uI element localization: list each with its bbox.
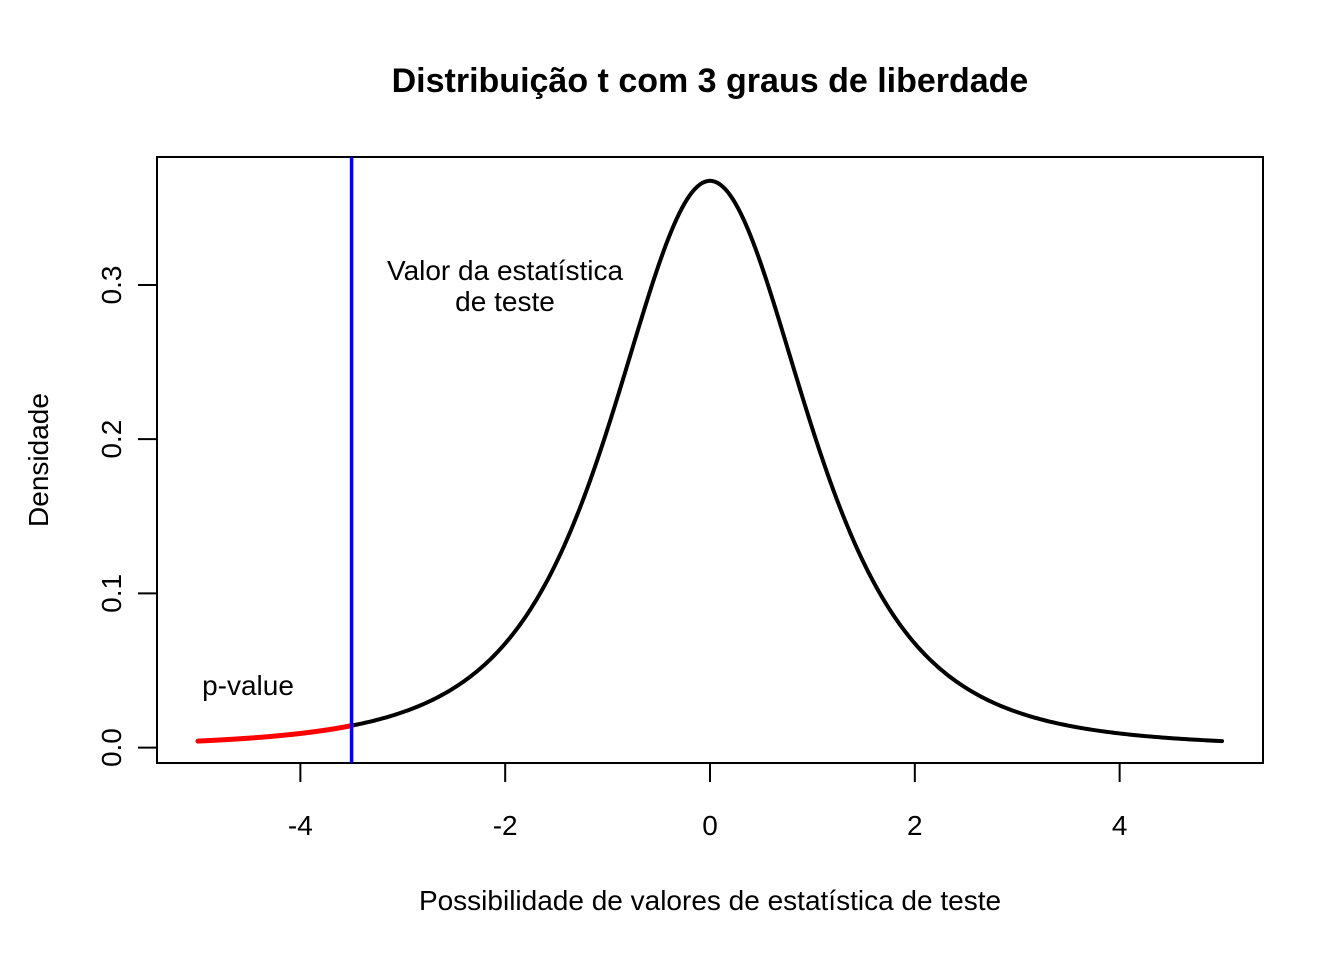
x-axis: -4 -2 0 2 4 xyxy=(288,762,1128,841)
x-tick-label: -2 xyxy=(493,810,518,841)
y-tick-label: 0.1 xyxy=(96,574,127,613)
x-tick-label: 2 xyxy=(907,810,923,841)
p-value-annotation: p-value xyxy=(202,670,294,701)
plot-area-frame xyxy=(156,156,1264,764)
test-statistic-annotation-line2: de teste xyxy=(455,286,555,317)
y-tick-label: 0.3 xyxy=(96,266,127,305)
y-tick-label: 0.2 xyxy=(96,420,127,459)
chart-title: Distribuição t com 3 graus de liberdade xyxy=(392,62,1029,100)
x-axis-label: Possibilidade de valores de estatística … xyxy=(419,885,1001,916)
density-curve xyxy=(195,178,1225,744)
y-axis: 0.0 0.1 0.2 0.3 xyxy=(96,266,158,767)
y-tick-label: 0.0 xyxy=(96,728,127,767)
x-tick-label: 0 xyxy=(702,810,718,841)
x-tick-label: -4 xyxy=(288,810,313,841)
test-statistic-annotation-line1: Valor da estatística xyxy=(387,255,623,286)
y-axis-label: Densidade xyxy=(23,393,54,527)
p-value-tail-curve xyxy=(195,723,355,744)
x-tick-label: 4 xyxy=(1112,810,1128,841)
series-layer xyxy=(195,178,1225,744)
